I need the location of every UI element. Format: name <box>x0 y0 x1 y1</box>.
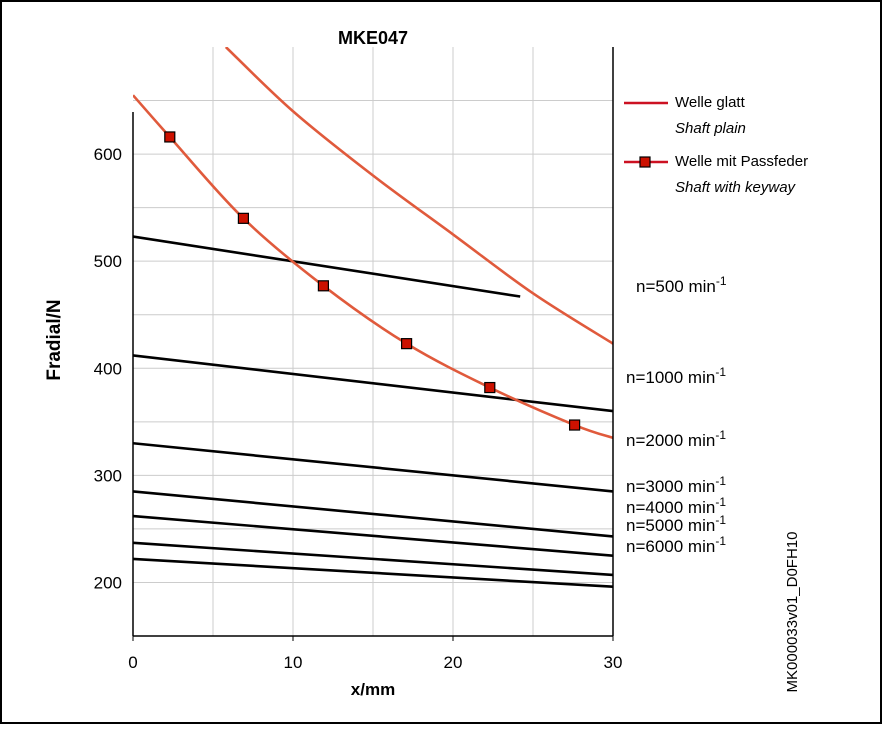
y-axis-label: Fradial/N <box>44 299 65 380</box>
x-tick-label: 10 <box>284 653 303 672</box>
y-tick-label: 500 <box>94 252 122 271</box>
axes-layer: 0 10 20 30 200 300 400 500 600 <box>94 47 623 672</box>
x-tick-label: 0 <box>128 653 137 672</box>
speed-line <box>133 514 613 557</box>
legend: Welle glatt Shaft plain Welle mit Passfe… <box>624 94 808 196</box>
label-layer: n=500 min-1 n=1000 min-1 n=2000 min-1 n=300… <box>626 274 727 556</box>
y-tick-label: 200 <box>94 573 122 592</box>
speed-line-label: n=500 min-1 <box>636 274 727 296</box>
y-tick-label: 600 <box>94 145 122 164</box>
legend-sublabel-plain: Shaft plain <box>675 120 746 137</box>
series-marker <box>568 419 581 431</box>
speed-line <box>133 354 613 413</box>
legend-entry-plain: Welle glatt Shaft plain <box>624 94 746 137</box>
grid-layer <box>133 47 613 636</box>
series-marker <box>484 381 496 394</box>
series-line <box>133 94 613 440</box>
series-marker <box>401 338 413 350</box>
speed-line-label: n=6000 min-1 <box>626 534 726 556</box>
series-marker <box>317 280 329 292</box>
speed-line <box>133 235 521 298</box>
curve-layer <box>133 47 613 440</box>
series-marker <box>237 212 249 224</box>
x-tick-label: 30 <box>604 653 623 672</box>
speed-lines-layer <box>133 235 613 589</box>
speed-line <box>133 557 613 589</box>
x-axis-label: x/mm <box>351 680 395 699</box>
speed-line-label: n=2000 min-1 <box>626 428 726 450</box>
speed-line <box>133 490 613 538</box>
series-marker <box>164 131 176 143</box>
series-line <box>224 47 613 345</box>
legend-sublabel-keyway: Shaft with keyway <box>675 179 797 196</box>
speed-line-label: n=5000 min-1 <box>626 513 726 535</box>
speed-line <box>133 441 613 493</box>
speed-line-label: n=4000 min-1 <box>626 495 726 517</box>
speed-line-label: n=1000 min-1 <box>626 365 726 387</box>
speed-line <box>133 541 613 577</box>
chart-title: MKE047 <box>338 28 408 48</box>
legend-label-keyway: Welle mit Passfeder <box>675 153 808 170</box>
legend-marker-keyway <box>639 156 651 168</box>
legend-entry-keyway: Welle mit Passfeder Shaft with keyway <box>624 153 808 196</box>
figure-id: MK000033v01_D0FH10 <box>784 532 801 693</box>
x-tick-label: 20 <box>444 653 463 672</box>
speed-line-label: n=3000 min-1 <box>626 474 726 496</box>
legend-label-plain: Welle glatt <box>675 94 746 111</box>
y-tick-label: 400 <box>94 359 122 378</box>
y-tick-label: 300 <box>94 466 122 485</box>
